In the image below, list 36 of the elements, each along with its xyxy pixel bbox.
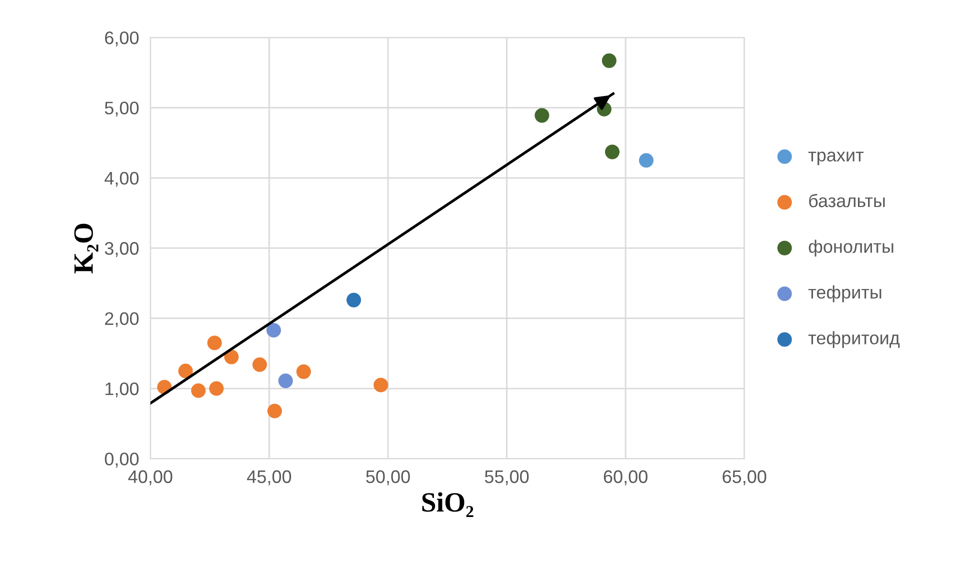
x-tick-label: 55,00 (484, 470, 529, 486)
y-tick-label: 1,00 (106, 382, 139, 398)
point (278, 374, 293, 388)
point (209, 381, 224, 396)
point (191, 383, 206, 398)
point (296, 364, 311, 379)
point (178, 364, 193, 378)
point (252, 357, 267, 372)
y-tick-label: 4,00 (104, 172, 139, 187)
x-tick-label: 45,00 (247, 470, 292, 486)
legend-label: базальты (809, 194, 885, 208)
x-tick-label: 50,00 (366, 470, 410, 486)
y-axis-title: K₂O (74, 224, 98, 274)
point (346, 292, 362, 308)
x-tick-label: 60,00 (604, 470, 648, 486)
x-axis-title: SiO₂ (422, 492, 474, 518)
point (602, 53, 616, 68)
legend-label: тефритоид (808, 331, 900, 348)
y-tick-label: 0,00 (104, 452, 139, 468)
point (207, 336, 222, 350)
y-tick-label: 2,00 (105, 312, 139, 328)
y-tick-label: 6,00 (105, 31, 139, 46)
point (266, 322, 281, 338)
legend-label: тефриты (808, 285, 882, 302)
y-tick-label: 3,00 (104, 242, 139, 257)
point (604, 144, 620, 160)
x-tick-label: 65,00 (722, 470, 766, 486)
x-tick-label: 40,00 (128, 470, 172, 486)
legend-label: трахит (808, 152, 864, 166)
y-tick-label: 5,00 (104, 102, 139, 117)
point (638, 153, 654, 168)
legend-label: фонолиты (808, 240, 894, 257)
point (267, 404, 282, 418)
point (374, 378, 388, 392)
point (224, 350, 239, 364)
point (534, 108, 550, 123)
